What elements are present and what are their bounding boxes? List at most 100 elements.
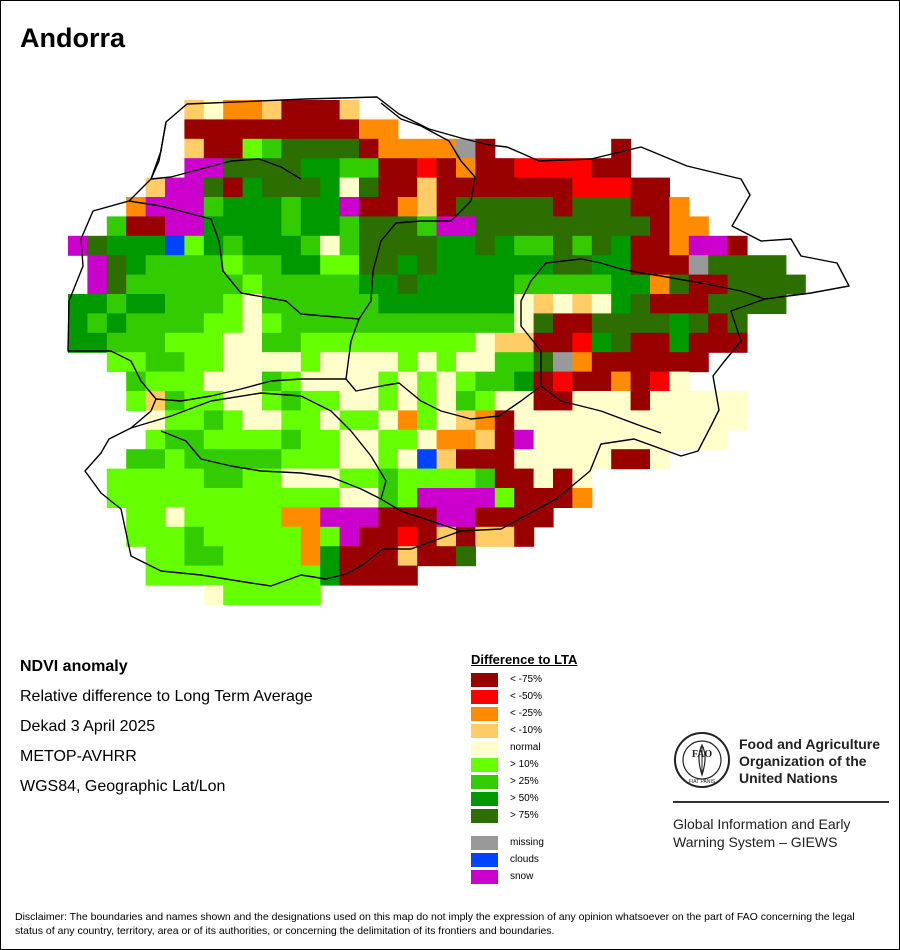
raster-cell [281,546,302,567]
legend-swatch [471,758,498,772]
raster-cell [572,294,593,314]
raster-cell [184,274,205,295]
raster-cell [708,255,729,276]
raster-cell [242,332,263,353]
raster-cell [281,313,302,334]
raster-cell [87,294,108,314]
legend-entry: < -10% [471,724,601,738]
raster-cell [203,507,224,528]
raster-cell [669,294,690,314]
raster-cell [475,371,496,392]
raster-cell [533,332,554,353]
raster-cell [184,255,205,276]
raster-cell [145,546,166,567]
raster-cell [475,468,496,489]
raster-cell [494,177,515,198]
raster-cell [378,468,399,489]
parish-boundary [345,318,542,420]
raster-cell [533,410,554,431]
legend-swatch [471,741,498,755]
raster-cell [688,332,709,353]
raster-cell [611,391,632,411]
raster-cell [650,352,670,373]
raster-cell [339,449,360,470]
raster-cell [320,391,341,411]
raster-cell [553,332,573,353]
raster-cell [417,468,438,489]
raster-cell [553,352,573,373]
raster-cell [184,235,205,256]
raster-cell [184,507,205,528]
raster-cell [203,332,224,353]
raster-cell [223,468,244,489]
raster-cell [611,429,632,450]
raster-cell [417,235,438,256]
raster-cell [533,177,554,198]
raster-cell [359,158,379,179]
raster-cell [494,197,515,217]
raster-cell [300,585,321,605]
raster-cell [184,488,205,508]
raster-cell [339,100,360,120]
raster-cell [300,449,321,470]
raster-cell [320,197,341,217]
raster-cell [475,352,496,373]
raster-cell [456,391,476,411]
raster-cell [572,313,593,334]
raster-cell [320,546,341,567]
raster-cell [494,391,515,411]
legend-entry: > 75% [471,809,601,823]
raster-cell [436,332,457,353]
raster-cell [262,585,282,605]
divider [673,801,889,803]
raster-cell [223,585,244,605]
raster-cell [378,216,399,237]
raster-cell [397,313,418,334]
raster-cell [145,274,166,295]
raster-cell [126,371,147,392]
raster-cell [688,352,709,373]
raster-cell [688,410,709,431]
raster-cell [630,449,651,470]
raster-cell [145,526,166,547]
raster-cell [417,371,438,392]
legend-swatch [471,707,498,721]
raster-cell [106,255,127,276]
raster-cell [533,429,554,450]
raster-cell [106,468,127,489]
raster-cell [766,255,787,276]
raster-cell [320,565,341,586]
raster-cell [456,352,476,373]
raster-cell [417,177,438,198]
legend-entry: normal [471,741,601,755]
product-description: Relative difference to Long Term Average [20,688,313,705]
raster-cell [300,274,321,295]
raster-cell [203,488,224,508]
raster-cell [300,138,321,159]
raster-cell [242,507,263,528]
raster-cell [514,216,535,237]
org-name-line: Organization of the [739,753,867,769]
raster-cell [242,546,263,567]
raster-cell [203,546,224,567]
raster-cell [494,468,515,489]
parish-boundary [150,158,302,180]
raster-cell [300,410,321,431]
raster-cell [475,138,496,159]
raster-cell [417,138,438,159]
raster-cell [378,177,399,198]
raster-cell [708,429,729,450]
raster-cell [708,410,729,431]
raster-cell [145,177,166,198]
raster-cell [320,100,341,120]
raster-cell [591,313,612,334]
legend-label: < -10% [510,725,542,736]
raster-cell [359,235,379,256]
raster-cell [494,488,515,508]
raster-cell [533,216,554,237]
raster-cell [223,449,244,470]
raster-cell [203,468,224,489]
raster-cell [436,391,457,411]
raster-cell [494,429,515,450]
raster-cell [242,313,263,334]
